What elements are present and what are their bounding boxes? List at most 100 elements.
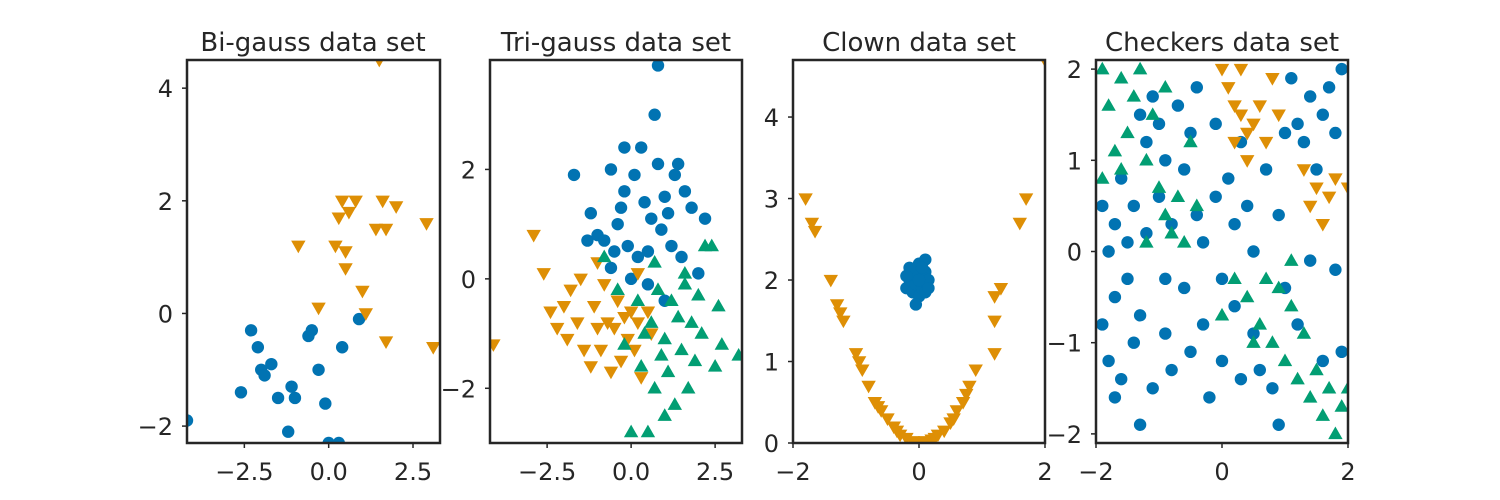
data-point-triangle-down — [962, 380, 977, 394]
data-point-circle — [1228, 300, 1241, 313]
data-point-circle — [1152, 117, 1166, 131]
data-point-circle — [1159, 327, 1172, 340]
data-point-triangle-down — [874, 405, 889, 418]
data-point-triangle-down — [586, 301, 602, 314]
plot-area — [187, 60, 440, 443]
data-point-triangle-down — [556, 301, 572, 314]
data-point-circle — [1108, 290, 1122, 304]
data-point-triangle-up — [1139, 152, 1154, 166]
data-point-triangle-down — [1340, 182, 1348, 196]
y-tick-label: 0 — [461, 266, 476, 294]
data-point-triangle-up — [667, 397, 682, 410]
x-tick-label: 2 — [1037, 458, 1052, 486]
data-point-triangle-down — [583, 361, 598, 374]
data-point-triangle-down — [1233, 109, 1249, 123]
data-point-triangle-up — [691, 287, 706, 301]
data-point-triangle-down — [627, 344, 642, 358]
y-tick-label: 2 — [158, 188, 173, 216]
data-point-triangle-up — [1189, 198, 1204, 212]
data-point-triangle-up — [677, 265, 693, 279]
data-point-triangle-down — [490, 339, 501, 352]
data-point-triangle-up — [634, 359, 649, 372]
x-tick-label: 0 — [911, 458, 926, 486]
data-point-circle — [1228, 217, 1241, 231]
y-tick-label: −2 — [441, 375, 476, 403]
data-point-circle — [641, 245, 655, 258]
data-point-circle — [322, 436, 335, 443]
tri-gauss-panel: Tri-gauss data set −2.5 0.0 2.5 −2 0 2 — [441, 28, 744, 486]
data-point-triangle-down — [1240, 127, 1255, 141]
data-point-circle — [1209, 117, 1222, 131]
data-point-triangle-up — [731, 348, 742, 361]
data-point-triangle-up — [1284, 298, 1299, 312]
data-point-circle — [1108, 391, 1122, 404]
data-point-triangle-up — [640, 424, 656, 438]
data-point-triangle-down — [968, 364, 983, 378]
data-point-triangle-up — [644, 315, 659, 328]
data-point-triangle-up — [647, 380, 662, 394]
data-point-triangle-down — [634, 372, 649, 385]
checkers-panel: Checkers data set −2 0 2 −2 −1 0 1 2 — [1047, 28, 1356, 486]
data-point-circle — [604, 163, 618, 176]
data-point-circle — [611, 217, 624, 231]
x-tick-label: 2.5 — [696, 458, 734, 486]
data-point-circle — [1127, 199, 1141, 213]
data-point-triangle-up — [1240, 289, 1255, 303]
data-point-circle — [675, 250, 688, 264]
y-tick-label: 1 — [1067, 147, 1082, 175]
y-tick-label: 0 — [158, 300, 173, 328]
x-tick-label: 2 — [1340, 458, 1355, 486]
y-tick-label: 0 — [1067, 239, 1082, 267]
data-point-circle — [1184, 126, 1197, 140]
data-point-triangle-up — [647, 255, 662, 268]
data-point-triangle-up — [1258, 271, 1274, 285]
x-tick-label: 2.5 — [394, 458, 432, 486]
data-point-triangle-down — [1296, 164, 1312, 177]
data-point-circle — [1316, 108, 1330, 121]
data-point-triangle-down — [560, 333, 575, 347]
data-point-triangle-down — [1258, 136, 1274, 150]
data-point-circle — [1203, 391, 1216, 404]
data-point-triangle-down — [607, 322, 622, 336]
data-point-triangle-up — [1101, 98, 1116, 111]
data-point-circle — [187, 414, 194, 427]
data-point-circle — [1171, 99, 1185, 112]
data-point-triangle-down — [630, 317, 646, 331]
data-point-circle — [258, 369, 271, 382]
data-point-triangle-up — [1303, 390, 1318, 403]
data-point-triangle-down — [1328, 173, 1343, 186]
data-point-circle — [648, 108, 661, 121]
data-point-triangle-down — [610, 295, 625, 309]
data-point-triangle-up — [1246, 335, 1261, 348]
data-point-circle — [1310, 163, 1323, 176]
data-point-circle — [1184, 345, 1197, 359]
data-point-circle — [671, 157, 685, 171]
data-point-circle — [1304, 254, 1317, 267]
data-point-circle — [1247, 327, 1260, 340]
data-point-circle — [285, 380, 298, 393]
data-point-circle — [282, 425, 295, 438]
data-point-circle — [1121, 272, 1134, 286]
data-point-triangle-down — [880, 413, 895, 426]
data-point-triangle-up — [1114, 162, 1129, 175]
data-point-triangle-down — [833, 307, 848, 321]
y-tick-label: 4 — [158, 75, 173, 103]
data-point-circle — [1278, 126, 1292, 140]
data-point-triangle-up — [617, 337, 632, 350]
data-point-triangle-up — [1158, 79, 1173, 93]
data-point-circle — [1115, 372, 1128, 386]
data-point-circle — [665, 239, 678, 253]
data-point-triangle-down — [388, 201, 404, 214]
data-point-triangle-down — [563, 284, 578, 298]
axes-frame — [791, 58, 1047, 445]
data-point-circle — [624, 272, 638, 286]
data-point-triangle-up — [664, 293, 679, 306]
data-point-triangle-up — [1290, 371, 1305, 385]
data-point-circle — [614, 201, 628, 214]
data-point-circle — [1196, 318, 1210, 331]
data-point-triangle-up — [704, 238, 719, 252]
data-point-circle — [1159, 154, 1172, 167]
data-point-circle — [1108, 217, 1122, 231]
data-point-triangle-up — [687, 353, 703, 367]
data-point-triangle-up — [1315, 408, 1330, 421]
